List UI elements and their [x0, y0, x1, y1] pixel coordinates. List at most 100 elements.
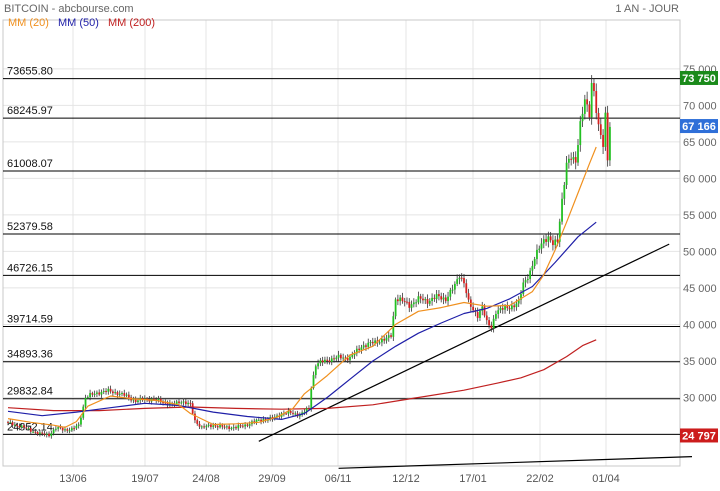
candle-up — [262, 419, 265, 422]
candle-up — [385, 337, 388, 341]
candle-down — [472, 306, 475, 311]
trend-line — [338, 456, 693, 469]
candle-down — [184, 401, 187, 405]
ma200-line — [7, 339, 597, 412]
candle-down — [203, 426, 205, 428]
candle-down — [588, 104, 591, 118]
candle-up — [132, 399, 135, 401]
candle-down — [460, 277, 463, 279]
candle-up — [20, 425, 23, 428]
candle-down — [223, 426, 226, 428]
candle-up — [567, 158, 570, 163]
x-tick-label: 22/02 — [526, 473, 554, 485]
candle-down — [289, 410, 292, 413]
candle-up — [524, 280, 527, 283]
candle-up — [314, 366, 317, 376]
candle-up — [399, 297, 402, 302]
candle-up — [517, 299, 520, 304]
candle-up — [276, 415, 278, 417]
candle-up — [458, 277, 461, 280]
grid — [3, 20, 680, 466]
candle-down — [91, 393, 94, 395]
candle-down — [308, 408, 310, 410]
ma20-line — [7, 146, 597, 428]
x-tick-label: 17/01 — [459, 473, 487, 485]
level-label: 68245.97 — [7, 105, 53, 117]
candle-down — [508, 308, 511, 310]
candle-up — [360, 347, 363, 350]
candle-down — [253, 421, 256, 423]
candle-up — [77, 424, 80, 426]
price-badge-label: 67 166 — [682, 121, 716, 133]
candle-down — [11, 422, 14, 426]
candle-up — [70, 428, 73, 431]
x-tick-label: 12/12 — [392, 473, 420, 485]
candle-up — [579, 121, 582, 146]
candle-up — [86, 397, 89, 399]
candle-up — [533, 259, 536, 266]
level-label: 29832.84 — [7, 386, 53, 398]
price-badge-last — [680, 119, 718, 134]
candle-up — [435, 294, 438, 299]
candle-up — [342, 357, 345, 359]
candle-down — [228, 426, 231, 429]
level-label: 24952.14 — [7, 421, 53, 433]
candle-down — [465, 283, 468, 294]
candle-down — [285, 413, 288, 415]
candle-up — [583, 99, 586, 114]
candle-up — [590, 83, 593, 118]
candle-up — [287, 410, 290, 414]
y-tick-label: 45 000 — [683, 283, 717, 295]
candle-down — [198, 423, 201, 427]
candle-up — [415, 302, 418, 304]
candle-down — [260, 419, 262, 422]
candle-up — [529, 270, 532, 279]
candle-up — [547, 236, 550, 242]
candle-up — [93, 393, 96, 395]
candle-down — [326, 359, 329, 361]
y-tick-label: 50 000 — [683, 246, 717, 258]
candle-down — [235, 427, 237, 429]
candle-up — [13, 424, 16, 426]
x-tick-label: 01/04 — [592, 473, 620, 485]
candle-up — [378, 342, 381, 344]
candle-up — [410, 304, 413, 308]
candle-down — [406, 301, 408, 303]
candle-down — [109, 388, 112, 392]
candle-up — [237, 425, 240, 429]
candle-up — [381, 338, 383, 343]
candle-up — [355, 348, 358, 354]
candle-up — [207, 424, 210, 426]
candle-up — [431, 297, 433, 301]
candle-up — [125, 394, 128, 396]
candle-down — [241, 425, 244, 427]
candle-up — [558, 221, 561, 242]
candle-down — [123, 393, 126, 396]
candle-up — [257, 419, 260, 421]
candle-up — [540, 243, 543, 249]
candle-up — [80, 417, 82, 425]
candle-down — [333, 358, 335, 360]
candle-up — [45, 433, 48, 435]
candle-up — [572, 157, 575, 160]
candle-down — [210, 424, 212, 427]
candle-up — [563, 184, 566, 199]
y-tick-label: 35 000 — [683, 356, 717, 368]
candle-down — [41, 432, 44, 434]
trend-line — [258, 243, 670, 442]
candle-up — [367, 342, 370, 347]
candle-down — [105, 391, 107, 393]
candle-down — [134, 399, 137, 403]
candle-down — [552, 240, 554, 246]
candle-up — [212, 425, 215, 427]
candle-up — [609, 126, 611, 161]
ma50-layer — [7, 221, 597, 420]
candle-up — [219, 425, 221, 428]
candle-down — [146, 398, 148, 400]
candle-down — [463, 278, 465, 284]
candle-up — [168, 403, 171, 406]
candle-down — [292, 412, 294, 414]
